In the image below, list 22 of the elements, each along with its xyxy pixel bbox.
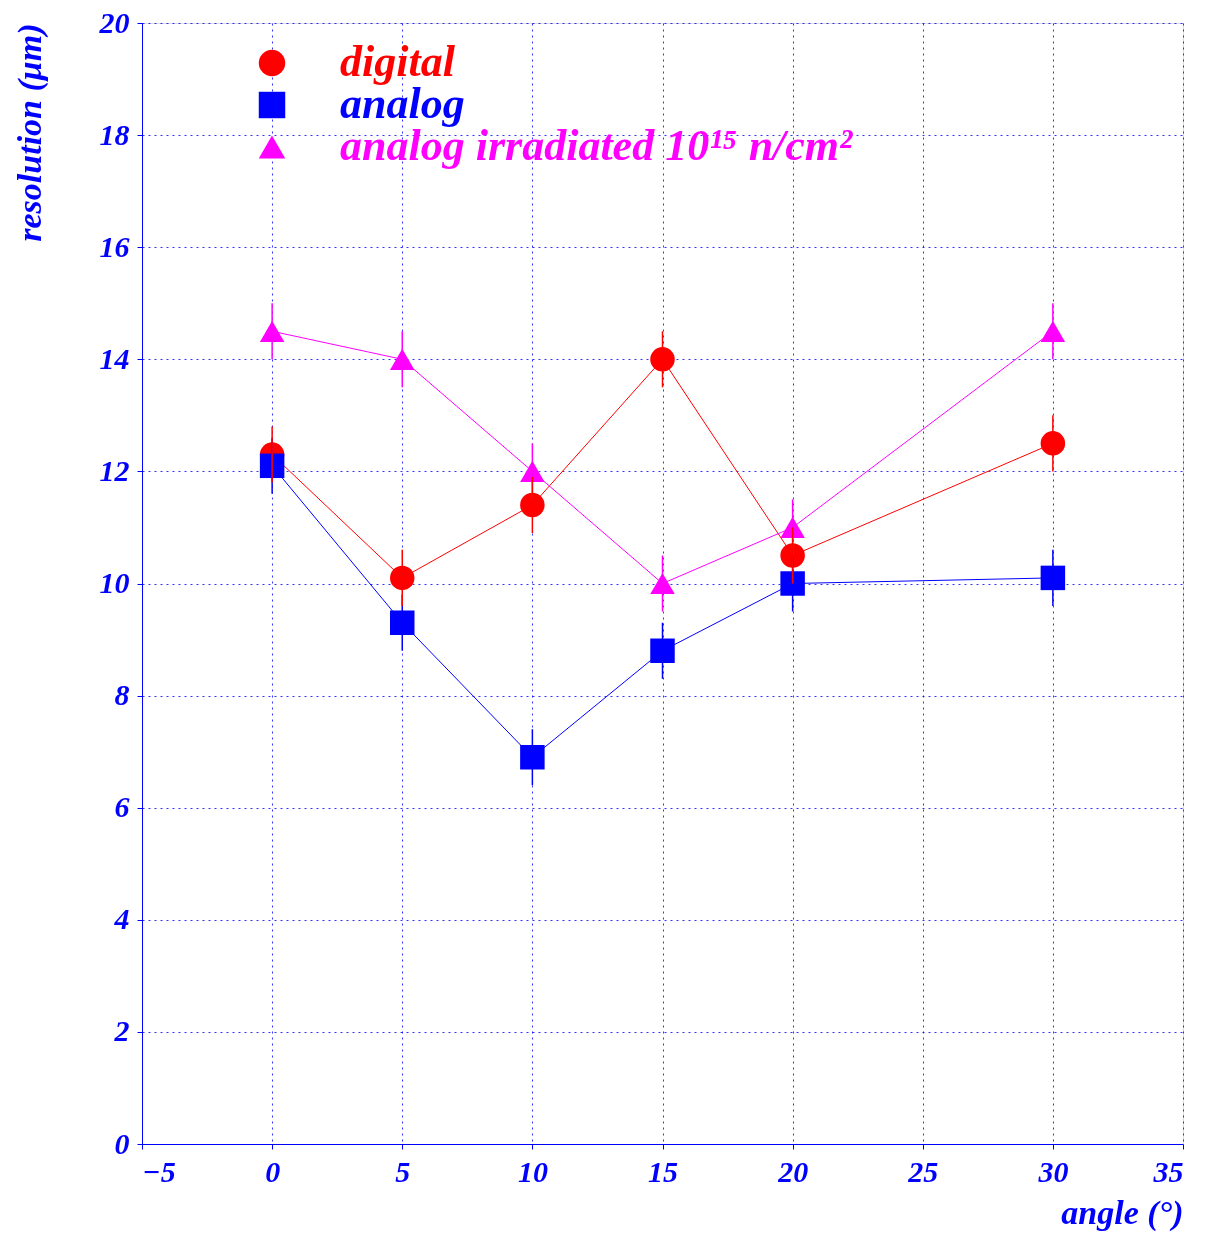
x-tick-label: 30 xyxy=(1037,1154,1069,1188)
y-tick-label: 18 xyxy=(99,117,130,151)
y-tick-label: 12 xyxy=(99,453,130,487)
x-tick-label: 20 xyxy=(777,1154,809,1188)
y-axis-title: resolution (μm) xyxy=(10,23,49,242)
x-axis-title: angle (°) xyxy=(1061,1193,1184,1232)
y-tick-label: 8 xyxy=(114,678,130,712)
x-tick-label: 25 xyxy=(907,1154,939,1188)
x-tick-label: 15 xyxy=(648,1154,678,1188)
x-tick-label: 10 xyxy=(517,1154,548,1188)
y-tick-label: 16 xyxy=(99,229,130,263)
x-tick-label: 0 xyxy=(265,1154,281,1188)
y-tick-label: 10 xyxy=(99,566,130,599)
y-tick-label: 20 xyxy=(98,5,130,39)
y-tick-label: 14 xyxy=(99,341,130,375)
y-tick-label: 4 xyxy=(113,902,130,936)
y-tick-label: 6 xyxy=(114,790,130,824)
y-tick-label: 0 xyxy=(114,1126,130,1160)
x-tick-label: −5 xyxy=(142,1154,176,1188)
y-tick-label: 2 xyxy=(113,1014,130,1048)
x-tick-label: 35 xyxy=(1152,1154,1184,1188)
x-tick-label: 5 xyxy=(395,1154,411,1188)
